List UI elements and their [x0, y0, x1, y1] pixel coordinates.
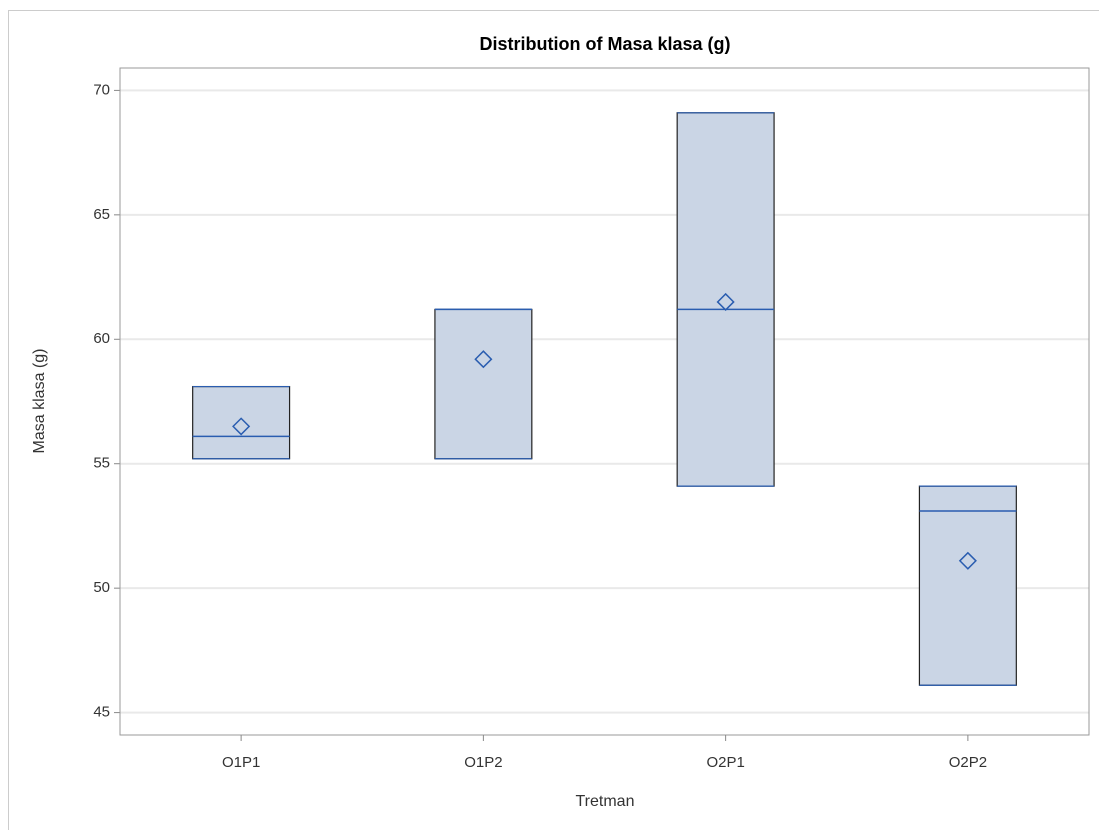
y-tick-label: 50 — [93, 579, 110, 596]
mean-marker — [232, 417, 251, 436]
y-axis-label: Masa klasa (g) — [31, 349, 48, 454]
y-tick-label: 70 — [93, 81, 110, 98]
x-tick-label: O2P1 — [706, 754, 744, 771]
x-tick-label: O1P1 — [222, 754, 260, 771]
mean-marker — [958, 551, 977, 570]
y-tick-label: 55 — [93, 455, 110, 472]
box — [434, 308, 533, 460]
x-axis-label: Tretman — [576, 793, 635, 810]
mean-marker — [474, 350, 493, 369]
x-tick-label: O2P2 — [949, 754, 987, 771]
mean-marker — [716, 292, 735, 312]
plot-frame — [119, 67, 1090, 736]
y-tick-label: 65 — [93, 206, 110, 223]
box — [918, 485, 1017, 686]
chart-title: Distribution of Masa klasa (g) — [479, 34, 730, 54]
chart-frame — [8, 10, 1099, 830]
box — [676, 112, 775, 487]
y-tick-label: 60 — [93, 330, 110, 347]
x-tick-label: O1P2 — [464, 754, 502, 771]
box — [192, 385, 291, 460]
y-tick-label: 45 — [93, 704, 110, 721]
